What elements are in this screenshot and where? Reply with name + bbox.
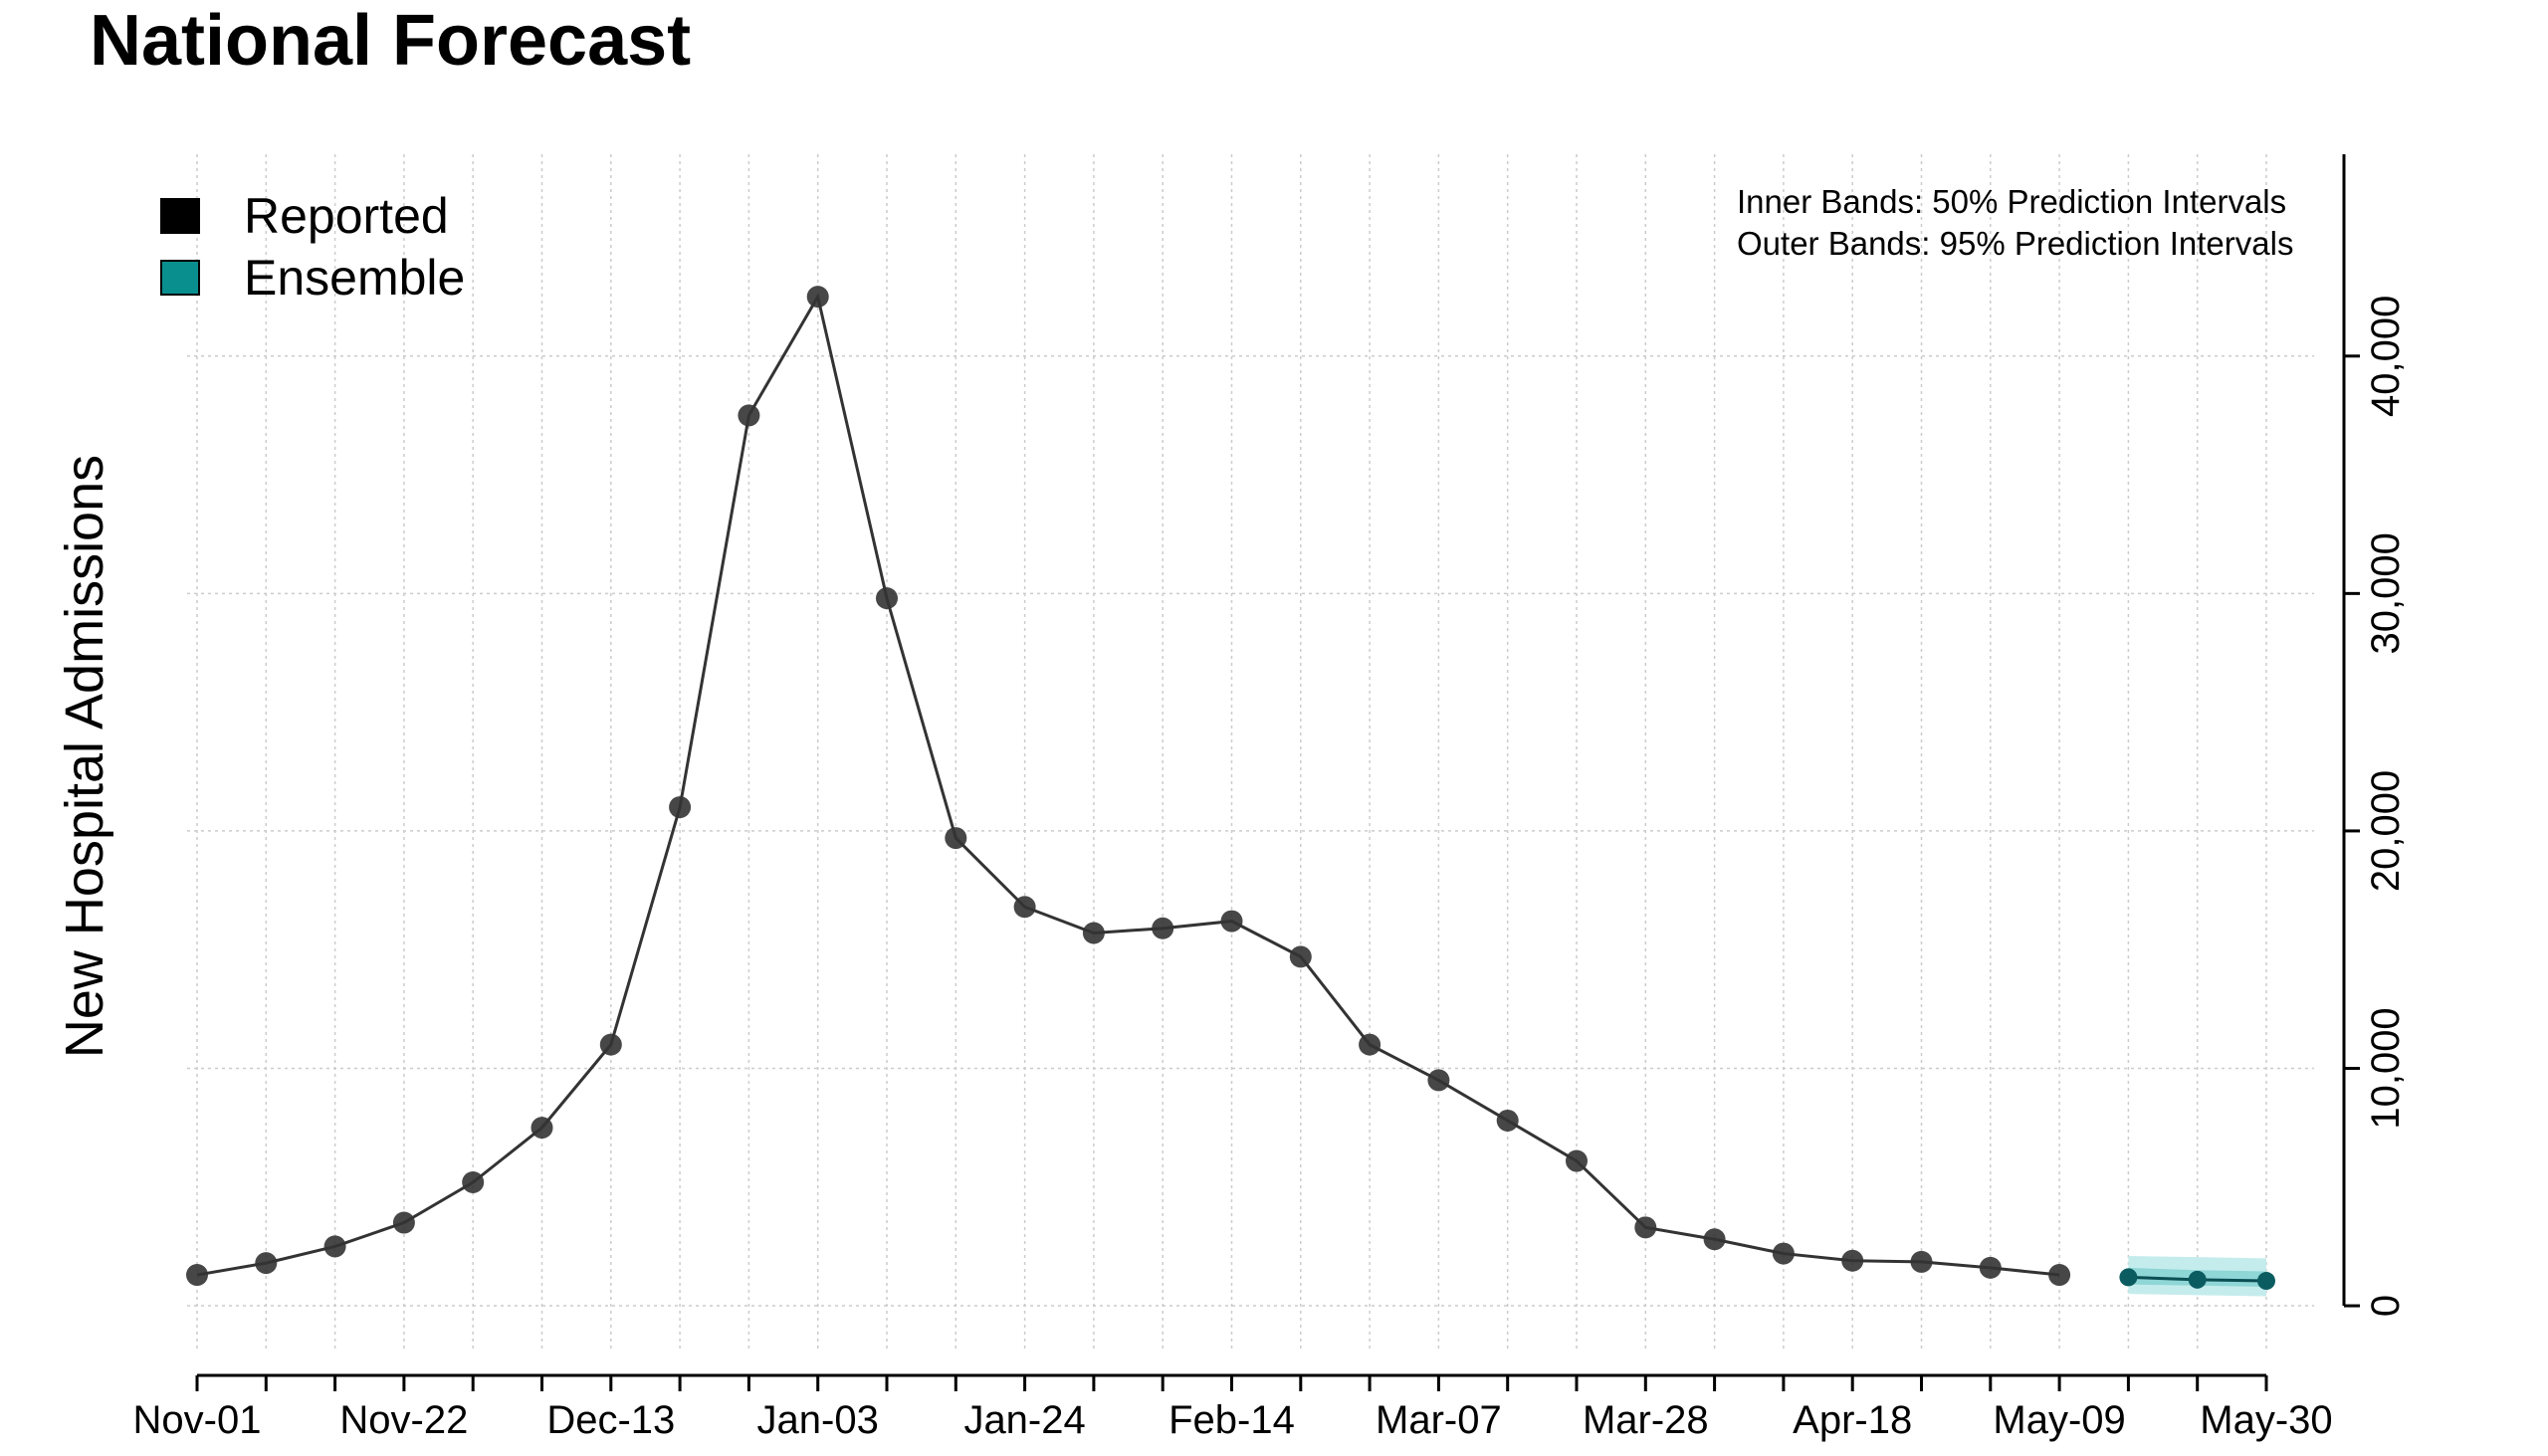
reported-point: [669, 796, 692, 819]
annotation-text: Outer Bands: 95% Prediction Intervals: [1737, 225, 2293, 262]
reported-point: [1082, 922, 1105, 944]
ensemble-point: [2188, 1270, 2207, 1289]
reported-point: [1703, 1228, 1726, 1251]
ensemble-point: [2119, 1268, 2138, 1287]
y-tick-label: 30,000: [2364, 532, 2408, 654]
annotation-text: Inner Bands: 50% Prediction Intervals: [1737, 183, 2286, 220]
x-tick-label: Apr-18: [1793, 1398, 1912, 1442]
x-tick-label: May-30: [2200, 1398, 2332, 1442]
ensemble-point: [2257, 1272, 2275, 1291]
reported-point: [1566, 1149, 1588, 1172]
reported-point: [1634, 1216, 1657, 1239]
reported-point: [1979, 1256, 2002, 1279]
reported-point: [255, 1252, 278, 1275]
y-tick-label: 10,000: [2364, 1007, 2408, 1129]
legend: Reported Ensemble: [160, 188, 465, 306]
x-tick-label: Nov-01: [133, 1398, 262, 1442]
x-tick-label: Mar-28: [1583, 1398, 1709, 1442]
reported-point: [945, 827, 967, 850]
legend-swatch: [160, 198, 200, 234]
y-tick-label: 40,000: [2364, 296, 2408, 417]
x-tick-label: Mar-07: [1376, 1398, 1502, 1442]
reported-point: [186, 1264, 208, 1287]
x-tick-label: Jan-03: [757, 1398, 879, 1442]
reported-point: [1359, 1033, 1381, 1056]
reported-point: [1427, 1069, 1450, 1092]
reported-point: [876, 587, 898, 610]
reported-point: [1220, 910, 1243, 933]
reported-point: [1013, 896, 1036, 919]
annotations: Inner Bands: 50% Prediction Intervals Out…: [1737, 183, 2293, 262]
reported-line: [196, 293, 2060, 1277]
y-tick-label: 20,000: [2364, 770, 2408, 892]
axes-layer: Nov-01 Nov-22 Dec-13 Jan-03 Jan-24 Feb-14 Mar-…: [133, 154, 2408, 1442]
legend-swatch: [160, 260, 200, 296]
reported-point: [599, 1033, 622, 1056]
x-tick-label: Jan-24: [963, 1398, 1085, 1442]
chart-title: National Forecast: [90, 1, 692, 81]
reported-point: [1496, 1109, 1519, 1132]
reported-point: [392, 1211, 415, 1234]
x-tick-label: Feb-14: [1168, 1398, 1295, 1442]
x-tick-label: May-09: [1993, 1398, 2125, 1442]
legend-label: Reported: [244, 188, 449, 244]
series-layer: [186, 286, 2275, 1291]
y-tick-label: 0: [2364, 1295, 2408, 1317]
x-tick-label: Dec-13: [546, 1398, 675, 1442]
legend-label: Ensemble: [244, 250, 465, 306]
grid-lines: [187, 154, 2314, 1349]
reported-point: [1152, 917, 1174, 939]
reported-point: [1289, 945, 1312, 968]
reported-point: [806, 286, 829, 309]
x-tick-label: Nov-22: [339, 1398, 468, 1442]
reported-point: [1841, 1249, 1864, 1272]
reported-point: [1772, 1242, 1795, 1265]
reported-point: [1910, 1250, 1933, 1273]
reported-point: [323, 1235, 346, 1258]
y-axis-label: New Hospital Admissions: [55, 455, 114, 1058]
reported-point: [2048, 1264, 2071, 1287]
reported-point: [462, 1171, 485, 1194]
reported-point: [531, 1117, 553, 1140]
reported-point: [738, 404, 760, 427]
